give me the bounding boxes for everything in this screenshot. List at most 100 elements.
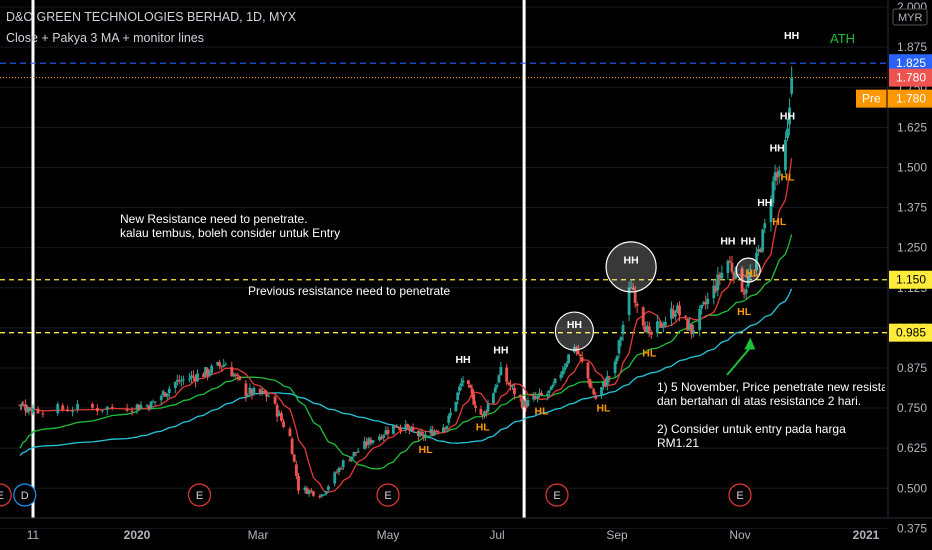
- candle-body: [188, 378, 191, 380]
- ath-level-tag: 1.825: [896, 56, 926, 70]
- price-tick-label: 1.625: [897, 120, 927, 134]
- candle-body: [786, 128, 789, 139]
- price-axis[interactable]: 2.0001.8751.7501.6251.5001.3751.2501.125…: [856, 0, 932, 535]
- candle-body: [177, 380, 181, 382]
- candle-body: [470, 388, 474, 394]
- candle-body: [588, 379, 592, 387]
- candle-body: [100, 410, 104, 412]
- candle-body: [409, 426, 413, 430]
- candle-body: [602, 381, 605, 387]
- event-marker-earnings[interactable]: E: [187, 483, 212, 507]
- candle-body: [769, 203, 773, 223]
- candle-body: [726, 260, 730, 273]
- price-tick-label: 1.375: [897, 201, 927, 215]
- candle-body: [479, 408, 483, 415]
- candle-body: [617, 340, 621, 354]
- candle-body: [36, 408, 40, 414]
- candle-body: [173, 382, 177, 388]
- candle-body: [672, 310, 675, 318]
- price-tick-label: 0.375: [897, 521, 927, 535]
- candle-body: [635, 303, 639, 307]
- candle-body: [454, 401, 458, 412]
- candle-body: [31, 408, 35, 412]
- candle-body: [615, 356, 619, 362]
- candle-body: [716, 274, 720, 291]
- candle-body: [744, 289, 748, 294]
- candle-body: [312, 491, 315, 496]
- candle-body: [746, 276, 750, 287]
- candle-body: [234, 374, 238, 376]
- candle-body: [181, 379, 185, 381]
- annotation-new-resistance-1: New Resistance need to penetrate.: [120, 212, 308, 226]
- candle-body: [551, 384, 555, 387]
- event-marker-earnings[interactable]: E: [376, 483, 400, 507]
- candle-body: [244, 383, 248, 397]
- candle-body: [416, 431, 420, 437]
- indicator-legend[interactable]: Close + Pakya 3 MA + monitor lines: [6, 31, 205, 45]
- annotation-previous-resistance: Previous resistance need to penetrate: [248, 284, 451, 298]
- candle-body: [273, 396, 277, 404]
- candle-body: [305, 488, 309, 495]
- grid-lines: [0, 6, 888, 529]
- candle-body: [194, 377, 197, 382]
- candle-body: [590, 387, 594, 389]
- swing-label-hl: HL: [772, 216, 787, 228]
- candle-body: [538, 392, 541, 396]
- candle-body: [730, 262, 734, 272]
- resistance-high-tag: 1.150: [896, 273, 926, 287]
- candle-body: [431, 430, 435, 436]
- event-marker-earnings[interactable]: E: [545, 483, 569, 507]
- swing-label-hh: HH: [493, 345, 508, 357]
- pre-tag-value: 1.780: [896, 92, 926, 106]
- time-tick-label: 2020: [124, 528, 151, 542]
- candle-body: [380, 437, 384, 439]
- price-tick-label: 0.500: [897, 481, 927, 495]
- event-marker-earnings[interactable]: E: [0, 483, 12, 507]
- candle-body: [24, 404, 28, 411]
- candle-body: [429, 429, 433, 434]
- candle-body: [218, 362, 222, 367]
- candle-body: [576, 350, 580, 355]
- candle-body: [290, 438, 294, 455]
- candle-body: [484, 411, 488, 413]
- candle-body: [472, 394, 476, 405]
- candle-body: [631, 288, 635, 290]
- pre-tag-label: Pre: [862, 92, 881, 106]
- currency-label: MYR: [898, 12, 923, 24]
- candle-body: [105, 406, 109, 410]
- candle-body: [165, 393, 169, 397]
- event-marker-earnings[interactable]: E: [728, 483, 752, 507]
- resistance-low-tag-bg: [889, 323, 932, 342]
- candle-body: [757, 248, 760, 252]
- candle-body: [526, 400, 530, 407]
- time-tick-label: Nov: [729, 528, 750, 542]
- candle-body: [224, 364, 228, 366]
- candle-body: [71, 411, 75, 413]
- event-marker-dividend[interactable]: D: [13, 483, 37, 507]
- candle-body: [674, 314, 677, 317]
- candle-body: [522, 400, 526, 407]
- candle-body: [232, 374, 236, 377]
- candle-body: [433, 430, 436, 436]
- annotation-note-2b: RM1.21: [657, 436, 700, 450]
- time-axis[interactable]: 11 2020 Mar May Jul Sep Nov 2021: [0, 517, 932, 542]
- candle-body: [493, 387, 497, 393]
- candle-body: [280, 413, 283, 421]
- candle-body: [337, 468, 341, 472]
- candle-body: [145, 405, 149, 407]
- highlight-circles: [554, 241, 761, 351]
- candle-body: [153, 401, 157, 403]
- candle-body: [698, 308, 702, 330]
- candle-body: [720, 272, 724, 279]
- swing-label-hl: HL: [737, 306, 752, 318]
- candle-body: [495, 385, 499, 387]
- candle-body: [258, 388, 262, 394]
- time-tick-label: 2021: [853, 528, 880, 542]
- candle-body: [688, 323, 691, 330]
- candle-body: [468, 385, 472, 388]
- candle-body: [420, 432, 424, 434]
- candle-body: [714, 286, 718, 292]
- pre-tag-bg: [856, 89, 932, 108]
